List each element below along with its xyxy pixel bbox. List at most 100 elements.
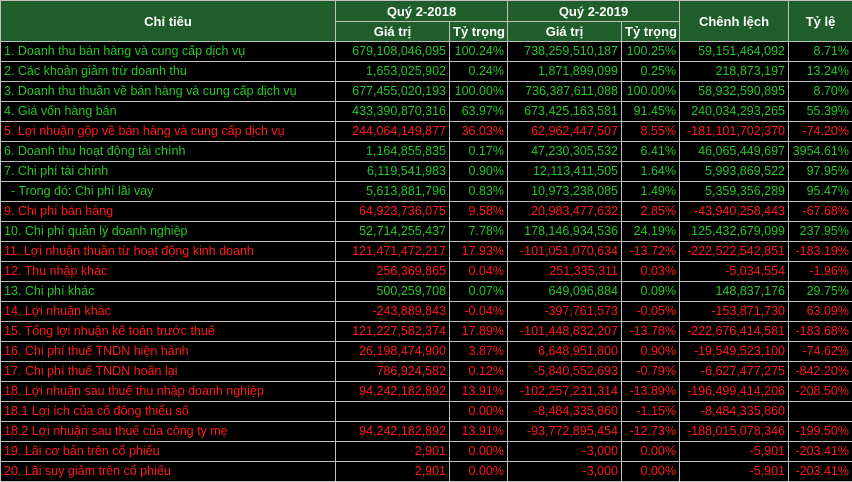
- weight-2019-cell: -13.72%: [622, 242, 680, 262]
- weight-2019-cell: 2.85%: [622, 202, 680, 222]
- value-2019-cell: 12,113,411,505: [508, 162, 622, 182]
- value-2019-cell: 736,387,611,088: [508, 82, 622, 102]
- value-2019-cell: 649,096,884: [508, 282, 622, 302]
- value-2019-cell: -3,000: [508, 442, 622, 462]
- value-2018-cell: 121,471,472,217: [336, 242, 450, 262]
- weight-2018-cell: 0.17%: [450, 142, 508, 162]
- row-label-cell: 6. Doanh thu hoạt động tài chính: [1, 142, 336, 162]
- row-label-cell: 18.2 Lợi nhuận sau thuế của công ty mẹ: [1, 422, 336, 442]
- weight-2019-cell: -0.79%: [622, 362, 680, 382]
- ratio-cell: -203.41%: [789, 442, 852, 462]
- difference-cell: 218,873,197: [680, 62, 789, 82]
- ratio-cell: -74.20%: [789, 122, 852, 142]
- table-row: 14. Lợi nhuận khác-243,889,843-0.04%-397…: [1, 302, 852, 322]
- value-2018-cell: 94,242,182,892: [336, 382, 450, 402]
- weight-2018-cell: 9.58%: [450, 202, 508, 222]
- value-2018-cell: 6,119,541,983: [336, 162, 450, 182]
- weight-2019-cell: 0.00%: [622, 462, 680, 482]
- weight-2018-cell: 0.90%: [450, 162, 508, 182]
- row-label-cell: 1. Doanh thu bán hàng và cung cấp dịch v…: [1, 42, 336, 62]
- ratio-cell: 13.24%: [789, 62, 852, 82]
- row-label-cell: 5. Lợi nhuận gộp về bán hàng và cung cấp…: [1, 122, 336, 142]
- weight-2018-cell: 0.04%: [450, 262, 508, 282]
- ratio-cell: -74.62%: [789, 342, 852, 362]
- ratio-cell: 3954.61%: [789, 142, 852, 162]
- weight-2019-cell: 1.49%: [622, 182, 680, 202]
- value-2018-cell: 677,455,020,193: [336, 82, 450, 102]
- difference-cell: -196,499,414,206: [680, 382, 789, 402]
- difference-cell: 148,837,176: [680, 282, 789, 302]
- difference-cell: -19,549,523,100: [680, 342, 789, 362]
- weight-2019-cell: 100.25%: [622, 42, 680, 62]
- row-label-cell: 4. Giá vốn hàng bán: [1, 102, 336, 122]
- value-2019-cell: -5,840,552,693: [508, 362, 622, 382]
- value-2019-cell: 6,648,951,800: [508, 342, 622, 362]
- weight-2019-cell: -1.15%: [622, 402, 680, 422]
- weight-2018-cell: 63.97%: [450, 102, 508, 122]
- ratio-cell: 95.47%: [789, 182, 852, 202]
- ratio-cell: -203.41%: [789, 462, 852, 482]
- ratio-cell: 237.95%: [789, 222, 852, 242]
- ratio-cell: 63.09%: [789, 302, 852, 322]
- weight-2019-cell: 0.03%: [622, 262, 680, 282]
- weight-2019-cell: 6.41%: [622, 142, 680, 162]
- header-chenh-lech: Chênh lệch: [680, 1, 789, 42]
- value-2018-cell: 2,901: [336, 462, 450, 482]
- difference-cell: 5,993,869,522: [680, 162, 789, 182]
- value-2019-cell: -397,761,573: [508, 302, 622, 322]
- difference-cell: -222,522,542,851: [680, 242, 789, 262]
- value-2019-cell: 178,146,934,536: [508, 222, 622, 242]
- value-2018-cell: -243,889,843: [336, 302, 450, 322]
- value-2019-cell: -101,448,832,207: [508, 322, 622, 342]
- weight-2018-cell: 0.12%: [450, 362, 508, 382]
- value-2019-cell: 20,983,477,632: [508, 202, 622, 222]
- value-2019-cell: 1,871,899,099: [508, 62, 622, 82]
- ratio-cell: -183.68%: [789, 322, 852, 342]
- weight-2019-cell: 100.00%: [622, 82, 680, 102]
- weight-2019-cell: 1.64%: [622, 162, 680, 182]
- value-2019-cell: -8,484,335,860: [508, 402, 622, 422]
- ratio-cell: 8.71%: [789, 42, 852, 62]
- weight-2018-cell: 13.91%: [450, 382, 508, 402]
- value-2019-cell: -102,257,231,314: [508, 382, 622, 402]
- value-2018-cell: 433,390,870,316: [336, 102, 450, 122]
- row-label-cell: 14. Lợi nhuận khác: [1, 302, 336, 322]
- row-label-cell: 12. Thu nhập khác: [1, 262, 336, 282]
- weight-2019-cell: -0.05%: [622, 302, 680, 322]
- row-label-cell: 2. Các khoản giảm trừ doanh thu: [1, 62, 336, 82]
- value-2018-cell: 2,901: [336, 442, 450, 462]
- table-row: 3. Doanh thu thuần về bán hàng và cung c…: [1, 82, 852, 102]
- weight-2018-cell: 0.00%: [450, 442, 508, 462]
- weight-2019-cell: 8.55%: [622, 122, 680, 142]
- table-body: 1. Doanh thu bán hàng và cung cấp dịch v…: [1, 42, 852, 482]
- weight-2018-cell: 100.24%: [450, 42, 508, 62]
- row-label-cell: 13. Chi phí khác: [1, 282, 336, 302]
- value-2018-cell: [336, 402, 450, 422]
- value-2019-cell: -3,000: [508, 462, 622, 482]
- weight-2018-cell: 0.24%: [450, 62, 508, 82]
- value-2018-cell: 52,714,255,437: [336, 222, 450, 242]
- value-2018-cell: 5,613,881,796: [336, 182, 450, 202]
- weight-2018-cell: 17.93%: [450, 242, 508, 262]
- weight-2018-cell: -0.04%: [450, 302, 508, 322]
- value-2018-cell: 121,227,582,374: [336, 322, 450, 342]
- header-chi-tieu: Chỉ tiêu: [1, 1, 336, 42]
- row-label-cell: - Trong đó: Chi phí lãi vay: [1, 182, 336, 202]
- table-row: 1. Doanh thu bán hàng và cung cấp dịch v…: [1, 42, 852, 62]
- value-2019-cell: 738,259,510,187: [508, 42, 622, 62]
- ratio-cell: -1.96%: [789, 262, 852, 282]
- ratio-cell: 8.70%: [789, 82, 852, 102]
- difference-cell: 5,359,356,289: [680, 182, 789, 202]
- row-label-cell: 10. Chi phí quản lý doanh nghiệp: [1, 222, 336, 242]
- ratio-cell: -183.19%: [789, 242, 852, 262]
- header-gia-tri-2019: Giá trị: [508, 22, 622, 42]
